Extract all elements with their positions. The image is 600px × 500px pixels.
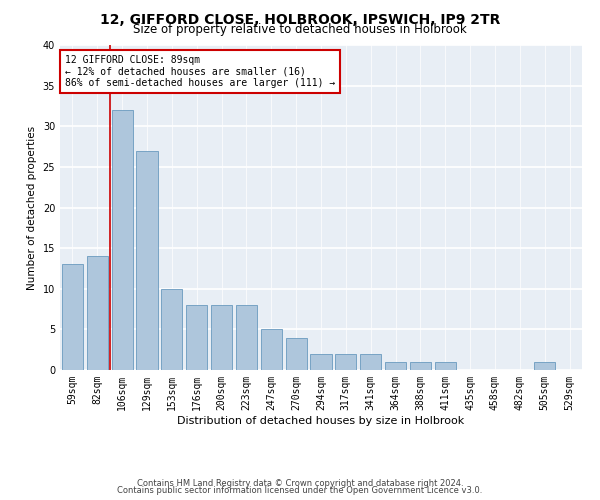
Bar (385, 362, 406, 370)
X-axis label: Distribution of detached houses by size in Holbrook: Distribution of detached houses by size … (178, 416, 464, 426)
Bar (136, 150, 158, 370)
Bar (211, 305, 232, 370)
Text: Contains HM Land Registry data © Crown copyright and database right 2024.: Contains HM Land Registry data © Crown c… (137, 478, 463, 488)
Y-axis label: Number of detached properties: Number of detached properties (27, 126, 37, 290)
Bar (335, 354, 356, 370)
Bar (186, 305, 207, 370)
Bar (534, 362, 555, 370)
Bar (360, 354, 381, 370)
Bar (286, 338, 307, 370)
Bar (62, 264, 83, 370)
Bar (236, 305, 257, 370)
Text: 12 GIFFORD CLOSE: 89sqm
← 12% of detached houses are smaller (16)
86% of semi-de: 12 GIFFORD CLOSE: 89sqm ← 12% of detache… (65, 54, 335, 88)
Text: Contains public sector information licensed under the Open Government Licence v3: Contains public sector information licen… (118, 486, 482, 495)
Bar (435, 362, 456, 370)
Bar (87, 256, 108, 370)
Bar (261, 330, 282, 370)
Bar (161, 289, 182, 370)
Text: 12, GIFFORD CLOSE, HOLBROOK, IPSWICH, IP9 2TR: 12, GIFFORD CLOSE, HOLBROOK, IPSWICH, IP… (100, 12, 500, 26)
Bar (310, 354, 332, 370)
Bar (410, 362, 431, 370)
Text: Size of property relative to detached houses in Holbrook: Size of property relative to detached ho… (133, 22, 467, 36)
Bar (112, 110, 133, 370)
